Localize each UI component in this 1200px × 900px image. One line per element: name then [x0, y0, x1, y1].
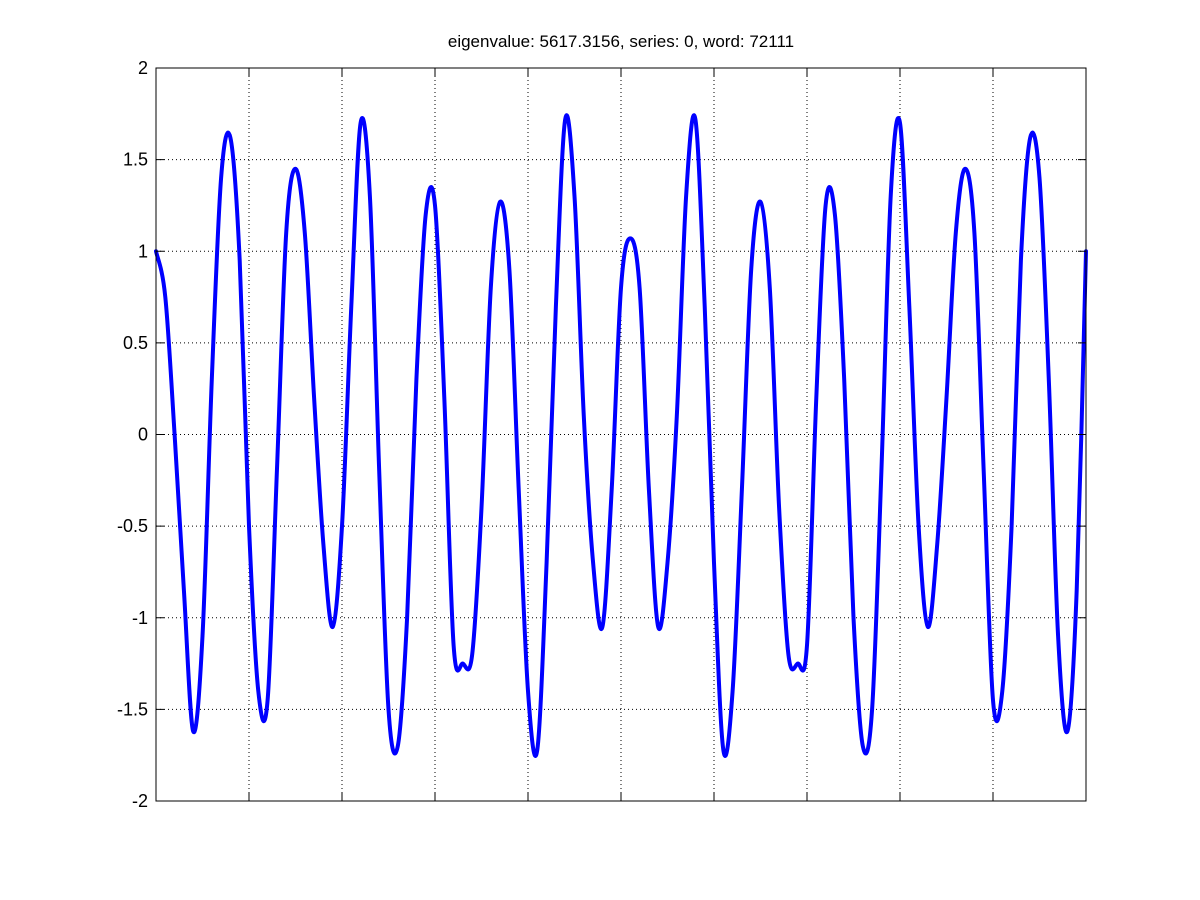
y-tick-label: 1 [138, 241, 148, 261]
y-tick-label: 1.5 [123, 150, 148, 170]
y-tick-label: 2 [138, 58, 148, 78]
grid [156, 68, 1086, 801]
chart-title: eigenvalue: 5617.3156, series: 0, word: … [447, 32, 795, 51]
tick-labels: 2 1.5 1 0.5 0 -0.5 -1 -1.5 -2 [117, 58, 148, 811]
y-tick-label: -1.5 [117, 699, 148, 719]
y-tick-label: 0.5 [123, 333, 148, 353]
y-tick-label: -2 [132, 791, 148, 811]
y-tick-label: 0 [138, 425, 148, 445]
ticks [155, 67, 1087, 802]
y-tick-label: -0.5 [117, 516, 148, 536]
y-tick-label: -1 [132, 608, 148, 628]
series-line [154, 113, 1088, 758]
